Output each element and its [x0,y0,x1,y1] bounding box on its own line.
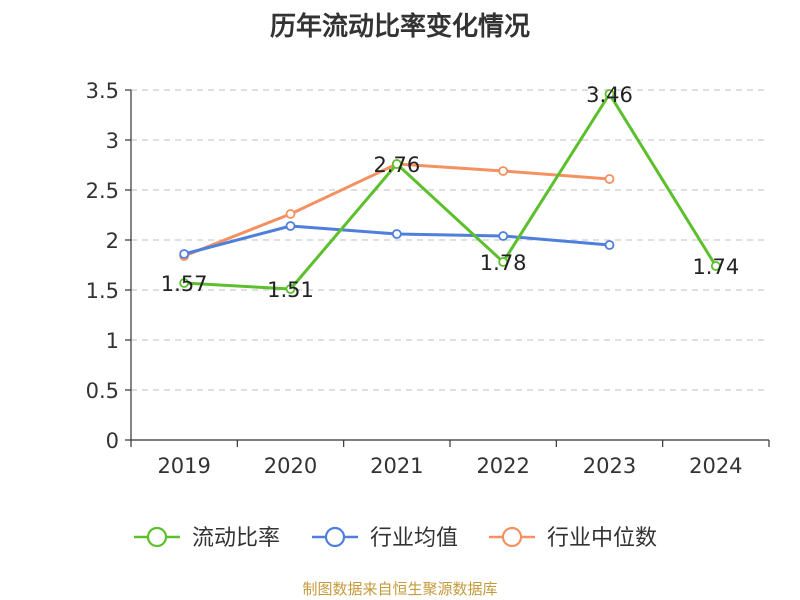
data-point [498,231,509,241]
data-point [604,89,615,99]
x-tick-label: 2021 [370,454,423,478]
x-tick-label: 2023 [583,454,636,478]
data-point [710,261,721,271]
legend-label: 行业均值 [370,526,458,551]
data-label: 3.46 [586,83,633,107]
y-tick-label: 1 [106,329,119,353]
y-tick-label: 1.5 [86,279,119,303]
x-tick-label: 2020 [264,454,317,478]
y-tick-label: 2.5 [86,179,119,203]
legend-marker [146,526,168,548]
data-point [179,249,190,259]
data-point [391,159,402,169]
legend-label: 行业中位数 [547,526,657,551]
data-point [498,257,509,267]
x-tick-label: 2019 [157,454,210,478]
legend-marker [324,526,346,548]
x-tick-label: 2024 [689,454,742,478]
y-tick-label: 3.5 [86,79,119,103]
data-label: 2.76 [373,153,420,177]
data-point [285,284,296,294]
data-point [391,229,402,239]
data-label: 1.57 [161,272,208,296]
y-tick-label: 3 [106,129,119,153]
legend-marker [501,526,523,548]
legend-label: 流动比率 [192,526,280,551]
data-label: 1.74 [692,255,739,279]
data-point [604,174,615,184]
data-source-note: 制图数据来自恒生聚源数据库 [302,580,498,598]
series-line-1 [184,92,718,291]
data-label: 1.51 [267,278,314,302]
chart-title: 历年流动比率变化情况 [269,12,530,42]
data-point [604,240,615,250]
data-point [285,209,296,219]
y-tick-label: 2 [106,229,119,253]
series-line-3 [183,162,610,258]
y-tick-label: 0.5 [86,379,119,403]
data-point [285,221,296,231]
data-point [179,278,190,288]
y-tick-label: 0 [106,429,119,453]
data-point [498,166,509,176]
data-label: 1.78 [480,251,527,275]
x-tick-label: 2022 [476,454,529,478]
